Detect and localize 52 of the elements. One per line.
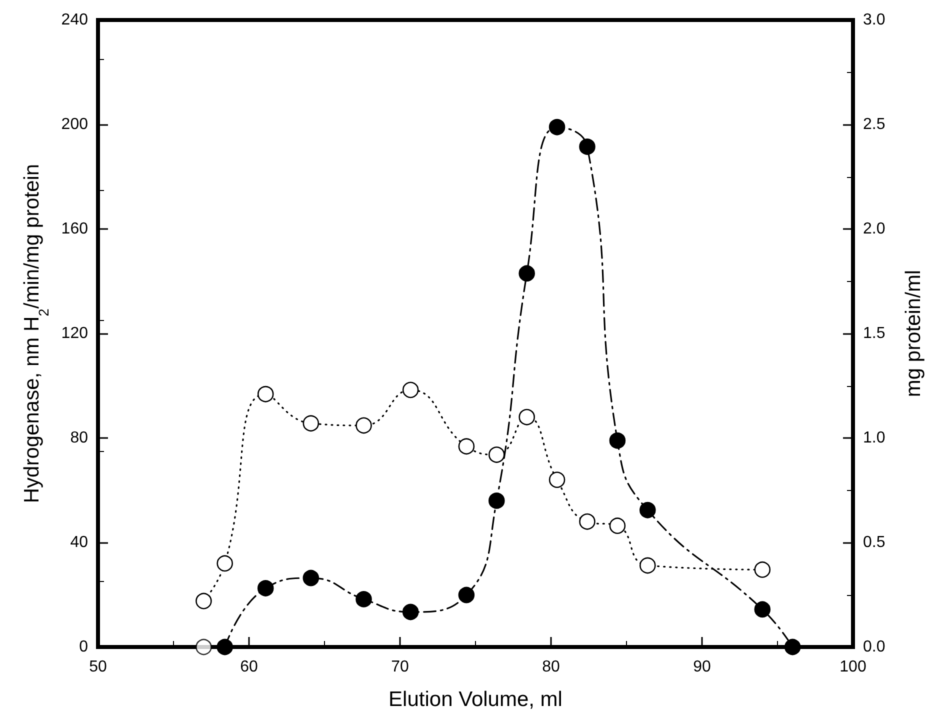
y-tick-label: 0 [79, 638, 88, 656]
point [488, 492, 505, 509]
y2-tick-label: 2.5 [863, 116, 886, 133]
point [458, 438, 475, 455]
point [609, 518, 626, 534]
point [784, 638, 801, 656]
point [216, 555, 233, 572]
x-tick-label: 60 [240, 658, 258, 676]
point [196, 638, 212, 656]
point [302, 415, 320, 432]
y2-tick-label: 0.0 [863, 638, 886, 656]
y-tick-label: 40 [70, 534, 88, 551]
point [640, 557, 656, 574]
point [402, 382, 419, 398]
point [518, 265, 535, 282]
y2-tick-label: 0.5 [863, 534, 886, 551]
point [257, 580, 274, 596]
point [257, 386, 274, 402]
point [640, 502, 656, 518]
point [402, 604, 419, 620]
point [488, 446, 505, 463]
point [754, 562, 771, 578]
y2-tick-label: 1.0 [863, 430, 886, 446]
point [518, 408, 535, 426]
x-tick-label: 100 [840, 658, 866, 676]
x-tick-label: 80 [542, 658, 560, 676]
point [754, 601, 771, 618]
point [548, 118, 566, 136]
y2-tick-label: 3.0 [863, 12, 886, 28]
y-tick-label: 200 [61, 116, 88, 133]
x-tick-label: 50 [89, 658, 107, 676]
y-tick-label: 80 [70, 430, 88, 446]
point [196, 592, 212, 610]
point [579, 513, 596, 530]
y-tick-label: 160 [61, 220, 88, 238]
x-tick-label: 70 [391, 658, 409, 676]
point [548, 472, 566, 488]
point [458, 586, 475, 604]
point [356, 417, 372, 434]
y-tick-label: 240 [61, 12, 88, 28]
y-axis-title: Hydrogenase, nm H2/min/mg protein [20, 164, 52, 504]
point [216, 638, 233, 656]
point [356, 591, 372, 608]
point [302, 570, 320, 586]
x-tick-label: 90 [693, 658, 711, 676]
y-tick-label: 120 [61, 325, 88, 342]
y2-tick-label: 1.5 [863, 325, 886, 342]
x-axis-title: Elution Volume, ml [388, 688, 562, 711]
y2-axis-title: mg protein/ml [902, 270, 925, 398]
point [609, 432, 626, 449]
point [579, 138, 596, 155]
y2-tick-label: 2.0 [863, 220, 886, 238]
